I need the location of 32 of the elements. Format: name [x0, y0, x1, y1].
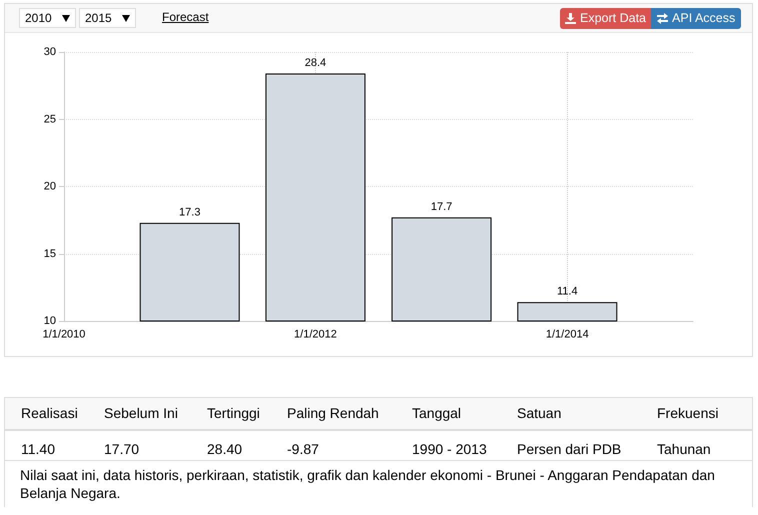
y-tick-label: 10: [44, 315, 56, 327]
data-label: 17.7: [430, 200, 452, 213]
text: API Access: [651, 8, 742, 29]
y-tick-label: 25: [44, 113, 56, 126]
text: 11.40: [21, 441, 55, 457]
text: 28.40: [207, 441, 242, 457]
text: -9.87: [287, 441, 319, 457]
text: 17.70: [104, 441, 140, 457]
data-label: 28.4: [304, 57, 326, 70]
text: Realisasi: [21, 405, 78, 421]
text: Sebelum Ini: [104, 405, 178, 421]
text: Nilai saat ini, data historis, perkiraan, statistik, grafik dan kalender ekonomi - Brunei - Anggaran Pendapatan dan Belanja Negara.: [20, 466, 716, 502]
text: Tanggal: [412, 405, 462, 421]
text: Export Data: [560, 8, 652, 29]
data-label: 17.3: [179, 206, 200, 218]
text: Tertinggi: [207, 405, 260, 421]
y-tick-label: 30: [44, 46, 56, 58]
text: 1990 - 2013: [412, 441, 487, 457]
data-label: 11.4: [556, 286, 578, 298]
y-tick-label: 15: [44, 248, 56, 260]
text: Paling Rendah: [287, 405, 379, 421]
text: Tahunan: [657, 441, 711, 457]
text: Forecast: [162, 10, 209, 24]
x-tick-label: 1/1/2014: [546, 328, 589, 340]
x-tick-label: 1/1/2010: [42, 328, 86, 340]
text: Satuan: [517, 405, 562, 421]
text: Persen dari PDB: [517, 441, 622, 457]
text: 2010: [19, 8, 76, 28]
text: Frekuensi: [657, 405, 718, 421]
text: 2015: [79, 8, 136, 28]
x-tick-label: 1/1/2012: [294, 328, 337, 340]
y-tick-label: 20: [44, 180, 56, 192]
